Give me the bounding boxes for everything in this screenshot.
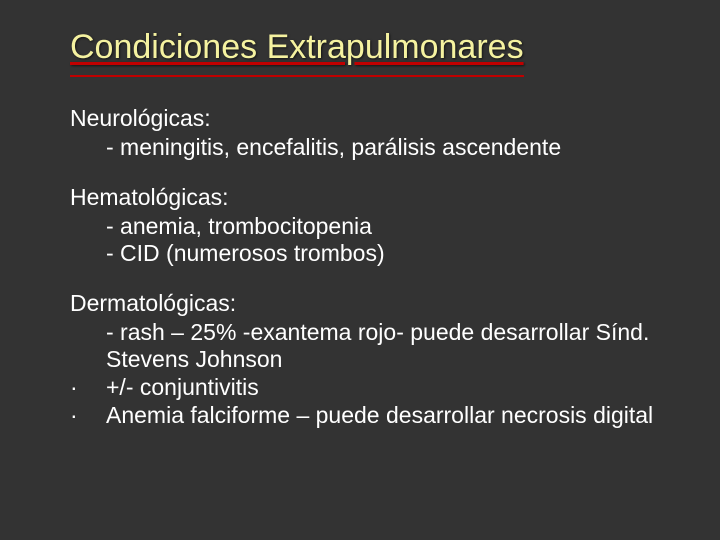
bullet-text: Anemia falciforme – puede desarrollar ne… — [98, 402, 670, 430]
section-hematologicas: Hematológicas: - anemia, trombocitopenia… — [70, 184, 670, 268]
section-heading: Hematológicas: — [70, 184, 670, 211]
bullet-item: · +/- conjuntivitis — [70, 374, 670, 402]
section-item: - anemia, trombocitopenia — [70, 213, 670, 241]
section-heading: Neurológicas: — [70, 105, 670, 132]
section-dermatologicas: Dermatológicas: - rash – 25% -exantema r… — [70, 290, 670, 429]
bullet-text: +/- conjuntivitis — [98, 374, 670, 402]
section-item: - meningitis, encefalitis, parálisis asc… — [70, 134, 670, 162]
section-item: - rash – 25% -exantema rojo- puede desar… — [70, 319, 670, 374]
slide: Condiciones Extrapulmonares Neurológicas… — [0, 0, 720, 471]
slide-title: Condiciones Extrapulmonares — [70, 28, 524, 77]
section-item: - CID (numerosos trombos) — [70, 240, 670, 268]
bullet-item: · Anemia falciforme – puede desarrollar … — [70, 402, 670, 430]
bullet-marker-icon: · — [70, 374, 98, 402]
section-heading: Dermatológicas: — [70, 290, 670, 317]
section-neurologicas: Neurológicas: - meningitis, encefalitis,… — [70, 105, 670, 162]
bullet-marker-icon: · — [70, 402, 98, 430]
